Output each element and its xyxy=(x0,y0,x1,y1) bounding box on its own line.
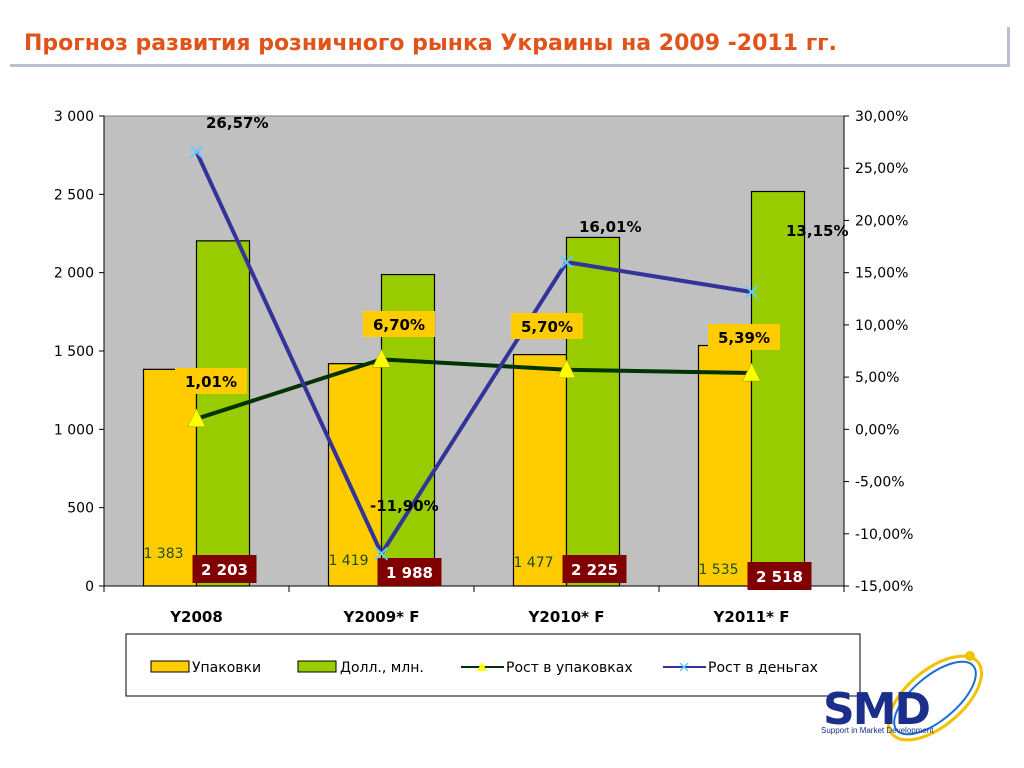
bar-value-label: 1 988 xyxy=(386,564,433,582)
bar-value-label: 2 518 xyxy=(756,568,803,586)
legend-label: Упаковки xyxy=(192,660,261,676)
bar-value-label: 1 535 xyxy=(698,562,738,578)
page-title: Прогноз развития розничного рынка Украин… xyxy=(24,31,838,56)
pct-label-box xyxy=(511,313,583,339)
pct-label: -11,90% xyxy=(370,497,439,515)
y-right-tick-label: 25,00% xyxy=(855,161,908,177)
title-bar: Прогноз развития розничного рынка Украин… xyxy=(10,27,1010,67)
bar-usd xyxy=(195,240,251,587)
legend-swatch-usd xyxy=(297,660,337,673)
bar-value-label: 2 225 xyxy=(571,561,618,579)
y-right-tick-label: -15,00% xyxy=(855,579,913,595)
pct-label: 13,15% xyxy=(786,222,848,240)
y-left-tick-label: 3 000 xyxy=(54,109,94,125)
bar-value-label: 2 203 xyxy=(201,561,248,579)
y-left-tick-label: 1 000 xyxy=(54,422,94,438)
x-tick-label: Y2010* F xyxy=(528,608,605,626)
y-left-tick-label: 0 xyxy=(85,579,94,595)
bar-value-label: 1 477 xyxy=(513,555,553,571)
logo-orbit-icon xyxy=(886,651,984,742)
marker-x xyxy=(559,255,574,269)
marker-x xyxy=(374,546,389,561)
y-right-tick-label: -5,00% xyxy=(855,475,905,491)
marker-x xyxy=(744,285,759,299)
y-right-tick-label: -10,00% xyxy=(855,527,913,543)
logo-subtitle: Support in Market Development xyxy=(821,726,934,735)
y-right-tick-label: 0,00% xyxy=(855,422,899,438)
legend-marker-triangle xyxy=(477,662,487,671)
x-tick-label: Y2011* F xyxy=(713,608,790,626)
pct-label-box xyxy=(708,324,780,350)
bar-value-label: 1 383 xyxy=(143,546,183,562)
bar-value-box xyxy=(747,562,812,590)
bar-packages xyxy=(697,344,753,587)
legend-swatch-packages xyxy=(150,660,190,673)
legend-label: Рост в деньгах xyxy=(708,660,818,676)
y-left-tick-label: 2 500 xyxy=(54,187,94,203)
bar-value-box xyxy=(562,555,627,583)
y-right-tick-label: 30,00% xyxy=(855,109,908,125)
x-tick-label: Y2009* F xyxy=(343,608,420,626)
pct-label: 1,01% xyxy=(185,373,237,391)
pct-label: 26,57% xyxy=(206,114,268,132)
bar-value-box xyxy=(377,558,442,586)
marker-triangle xyxy=(557,359,576,379)
pct-label-box xyxy=(175,368,247,394)
smd-logo: SMD Support in Market Development xyxy=(815,640,1015,750)
bar-packages xyxy=(512,354,568,587)
legend-label: Рост в упаковках xyxy=(506,660,633,676)
marker-triangle xyxy=(372,348,391,368)
y-right-tick-label: 15,00% xyxy=(855,266,908,282)
y-left-tick-label: 1 500 xyxy=(54,344,94,360)
marker-triangle xyxy=(187,408,206,428)
y-left-tick-label: 500 xyxy=(67,501,94,517)
marker-triangle xyxy=(742,362,761,382)
y-left-tick-label: 2 000 xyxy=(54,266,94,282)
x-tick-label: Y2008 xyxy=(169,608,223,626)
bar-value-label: 1 419 xyxy=(328,553,368,569)
pct-label: 6,70% xyxy=(373,316,425,334)
legend-label: Долл., млн. xyxy=(340,660,424,676)
pct-label-box xyxy=(363,311,435,337)
y-right-tick-label: 20,00% xyxy=(855,213,908,229)
pct-label: 5,70% xyxy=(521,318,573,336)
bar-value-box xyxy=(192,555,257,583)
pct-label: 16,01% xyxy=(579,218,641,236)
bar-usd xyxy=(565,236,621,587)
legend-marker-x xyxy=(679,662,689,672)
y-right-tick-label: 10,00% xyxy=(855,318,908,334)
pct-label: 5,39% xyxy=(718,329,770,347)
y-right-tick-label: 5,00% xyxy=(855,370,899,386)
line-growth-packages xyxy=(195,357,752,421)
bar-usd xyxy=(750,190,806,587)
logo-text: SMD xyxy=(823,684,931,735)
marker-x xyxy=(189,145,204,159)
legend xyxy=(125,633,861,697)
line-growth-money xyxy=(194,150,752,556)
